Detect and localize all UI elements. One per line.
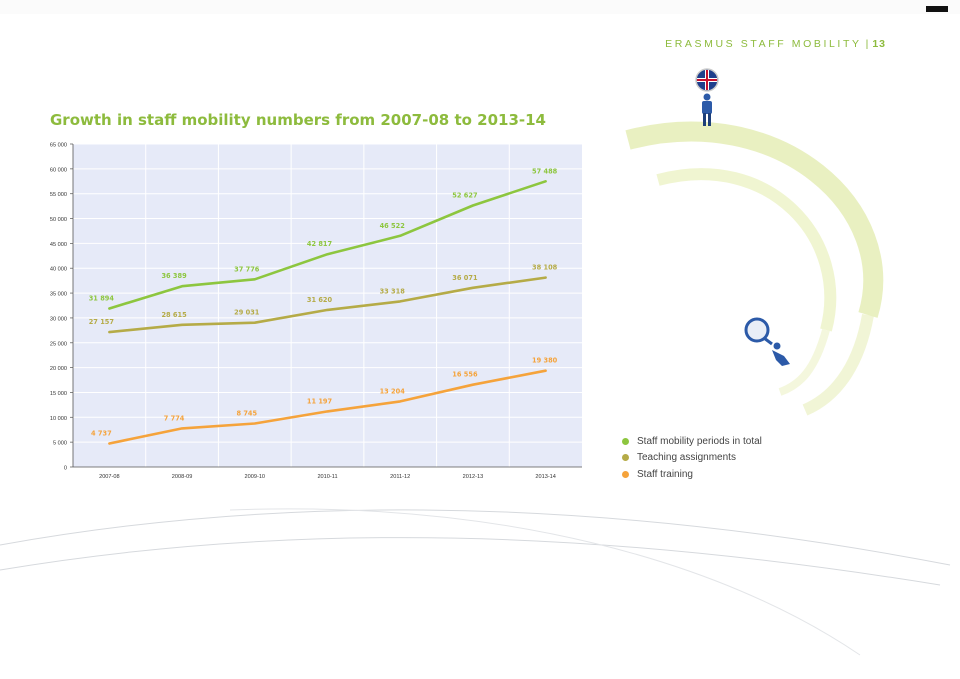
data-label-training: 19 380 [532, 357, 558, 365]
page-number: 13 [872, 38, 886, 50]
y-tick-label: 20 000 [50, 366, 67, 372]
x-tick-label: 2011-12 [390, 474, 410, 480]
data-label-training: 11 197 [307, 397, 333, 405]
x-tick-label: 2010-11 [317, 474, 337, 480]
data-label-training: 16 556 [452, 371, 478, 379]
y-tick-label: 35 000 [50, 292, 67, 298]
data-label-training: 7 774 [164, 414, 185, 422]
y-tick-label: 10 000 [50, 416, 67, 422]
page-header: ERASMUS STAFF MOBILITY | 13 [665, 38, 886, 50]
corner-mark [926, 6, 948, 12]
legend-item-teaching: Teaching assignments [622, 450, 762, 467]
legend-label: Teaching assignments [637, 452, 736, 464]
header-text: ERASMUS STAFF MOBILITY [665, 38, 862, 50]
uk-flag-person-icon [695, 68, 719, 126]
magnifier-person-icon [744, 317, 790, 366]
data-label-total: 52 627 [452, 191, 478, 199]
chart-title: Growth in staff mobility numbers from 20… [50, 111, 546, 129]
data-label-training: 13 204 [380, 387, 406, 395]
legend-label: Staff mobility periods in total [637, 435, 762, 447]
y-tick-label: 50 000 [50, 217, 67, 223]
scan-edge [0, 0, 960, 14]
series-line-teaching [108, 276, 547, 334]
data-label-total: 31 894 [89, 295, 115, 303]
arc-band [625, 121, 884, 318]
data-label-training: 8 745 [236, 410, 257, 418]
legend-marker [622, 437, 629, 445]
x-tick-label: 2013-14 [535, 474, 556, 480]
data-label-teaching: 27 157 [89, 318, 115, 326]
chart-legend: Staff mobility periods in total Teaching … [622, 433, 762, 483]
data-label-total: 46 522 [380, 222, 406, 230]
legend-marker [622, 470, 629, 478]
swoosh-line [0, 537, 941, 586]
legend-label: Staff training [637, 468, 693, 480]
data-label-teaching: 36 071 [452, 274, 478, 282]
swoosh-line [229, 508, 861, 656]
y-tick-label: 30 000 [50, 316, 67, 322]
data-label-teaching: 28 615 [161, 311, 187, 319]
plot-area [73, 144, 582, 467]
x-tick-label: 2008-09 [172, 474, 193, 480]
data-label-total: 57 488 [532, 167, 558, 175]
legend-marker [622, 454, 629, 462]
legend-item-training: Staff training [622, 466, 762, 483]
data-label-teaching: 38 108 [532, 264, 558, 272]
x-tick-label: 2012-13 [463, 474, 484, 480]
y-tick-label: 15 000 [50, 391, 67, 397]
header-separator: | [865, 38, 869, 50]
y-tick-label: 65 000 [50, 143, 67, 149]
y-tick-label: 25 000 [50, 341, 67, 347]
data-label-total: 36 389 [161, 272, 187, 280]
y-tick-label: 0 [64, 466, 67, 472]
arc-band [656, 168, 837, 332]
swoosh-line [0, 509, 951, 566]
series-line-training [108, 369, 547, 445]
x-tick-label: 2007-08 [99, 474, 120, 480]
series-line-total [108, 180, 547, 310]
y-tick-label: 5 000 [53, 441, 67, 447]
arc-band [778, 328, 830, 396]
data-label-teaching: 33 318 [380, 287, 406, 295]
y-tick-label: 55 000 [50, 192, 67, 198]
y-tick-label: 60 000 [50, 167, 67, 173]
data-label-total: 42 817 [307, 240, 333, 248]
y-tick-label: 40 000 [50, 267, 67, 273]
data-label-teaching: 31 620 [307, 296, 333, 304]
data-label-total: 37 776 [234, 265, 260, 273]
data-label-training: 4 737 [91, 429, 112, 437]
legend-item-total: Staff mobility periods in total [622, 433, 762, 450]
x-tick-label: 2009-10 [245, 474, 266, 480]
arc-band [802, 313, 874, 416]
data-label-teaching: 29 031 [234, 309, 260, 317]
y-tick-label: 45 000 [50, 242, 67, 248]
